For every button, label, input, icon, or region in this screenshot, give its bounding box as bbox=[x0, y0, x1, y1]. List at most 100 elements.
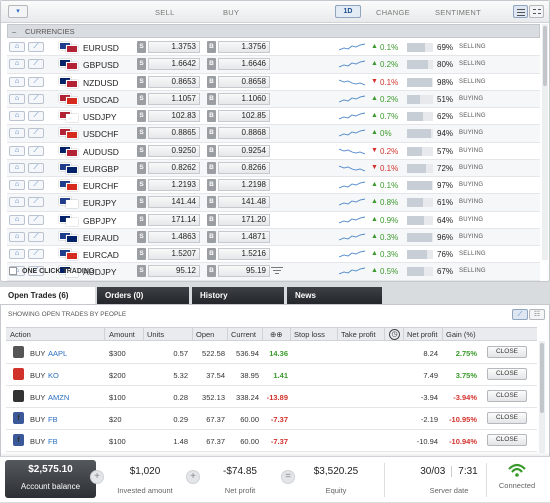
buy-button-tag[interactable]: B bbox=[207, 265, 216, 278]
sell-price[interactable]: 1.2193 bbox=[148, 179, 200, 191]
buy-price[interactable]: 95.19 bbox=[218, 265, 270, 278]
sell-button-tag[interactable]: S bbox=[137, 58, 146, 71]
buy-button-tag[interactable]: B bbox=[207, 144, 216, 157]
sell-button-tag[interactable]: S bbox=[137, 75, 146, 88]
period-selector[interactable]: 1D bbox=[335, 5, 361, 18]
trade-ticker[interactable]: FB bbox=[48, 437, 58, 446]
close-trade-button[interactable]: CLOSE bbox=[487, 368, 527, 380]
sell-button-tag[interactable]: S bbox=[137, 265, 146, 278]
buy-button-tag[interactable]: B bbox=[207, 127, 216, 140]
buy-button-tag[interactable]: B bbox=[207, 58, 216, 71]
one-click-checkbox[interactable] bbox=[9, 267, 17, 275]
instrument-row[interactable]: ⌂ ⟋ EURAUD S 1.4863 B 1.4871 ▲ 0.3% 96% BUYING bbox=[7, 228, 540, 246]
grid-view-button[interactable] bbox=[529, 5, 544, 18]
sell-button-tag[interactable]: S bbox=[137, 41, 146, 53]
sell-price[interactable]: 0.9250 bbox=[148, 144, 200, 157]
sell-price[interactable]: 1.1057 bbox=[148, 92, 200, 105]
sell-button-tag[interactable]: S bbox=[137, 196, 146, 209]
alert-button[interactable]: ⌂ bbox=[9, 145, 25, 156]
trade-ticker[interactable]: AAPL bbox=[48, 349, 68, 358]
close-trade-button[interactable]: CLOSE bbox=[487, 390, 527, 402]
filter-icon[interactable] bbox=[269, 265, 285, 276]
close-trade-button[interactable]: CLOSE bbox=[487, 412, 527, 424]
chart-button[interactable]: ⟋ bbox=[28, 180, 44, 190]
rates-scrollbar[interactable] bbox=[542, 24, 548, 260]
alert-button[interactable]: ⌂ bbox=[9, 180, 25, 190]
chart-button[interactable]: ⟋ bbox=[28, 111, 44, 121]
instrument-row[interactable]: ⌂ ⟋ AUDUSD S 0.9250 B 0.9254 ▼ 0.2% 57% BUYING bbox=[7, 143, 540, 160]
chart-button[interactable]: ⟋ bbox=[28, 42, 44, 52]
sell-price[interactable]: 102.83 bbox=[148, 110, 200, 122]
sell-price[interactable]: 1.6642 bbox=[148, 58, 200, 71]
alert-button[interactable]: ⌂ bbox=[9, 59, 25, 70]
sell-price[interactable]: 0.8865 bbox=[148, 127, 200, 140]
instrument-row[interactable]: ⌂ ⟋ USDCHF S 0.8865 B 0.8868 ▲ 0% 94% BUYING bbox=[7, 125, 540, 143]
buy-price[interactable]: 0.8266 bbox=[218, 161, 270, 174]
alert-button[interactable]: ⌂ bbox=[9, 111, 25, 121]
chart-button[interactable]: ⟋ bbox=[28, 145, 44, 156]
sell-button-tag[interactable]: S bbox=[137, 179, 146, 191]
buy-button-tag[interactable]: B bbox=[207, 110, 216, 122]
sell-button-tag[interactable]: S bbox=[137, 144, 146, 157]
alert-button[interactable]: ⌂ bbox=[9, 128, 25, 139]
sell-price[interactable]: 1.3753 bbox=[148, 41, 200, 53]
close-trade-button[interactable]: CLOSE bbox=[487, 434, 527, 446]
sell-price[interactable]: 141.44 bbox=[148, 196, 200, 209]
instrument-row[interactable]: ⌂ ⟋ EURJPY S 141.44 B 141.48 ▲ 0.8% 61% BUYING bbox=[7, 194, 540, 212]
sell-button-tag[interactable]: S bbox=[137, 161, 146, 174]
buy-button-tag[interactable]: B bbox=[207, 196, 216, 209]
buy-button-tag[interactable]: B bbox=[207, 75, 216, 88]
tab-orders[interactable]: Orders (0) bbox=[97, 287, 189, 304]
instrument-row[interactable]: ⌂ ⟋ EURUSD S 1.3753 B 1.3756 ▲ 0.1% 69% SELLING bbox=[7, 39, 540, 57]
buy-price[interactable]: 171.20 bbox=[218, 213, 270, 226]
instrument-row[interactable]: ⌂ ⟋ NZDUSD S 0.8653 B 0.8658 ▼ 0.1% 98% SELLING bbox=[7, 74, 540, 91]
buy-button-tag[interactable]: B bbox=[207, 248, 216, 260]
sell-price[interactable]: 1.4863 bbox=[148, 230, 200, 243]
buy-price[interactable]: 0.9254 bbox=[218, 144, 270, 157]
chart-button[interactable]: ⟋ bbox=[28, 231, 44, 242]
trade-ticker[interactable]: FB bbox=[48, 415, 58, 424]
buy-price[interactable]: 0.8658 bbox=[218, 75, 270, 88]
buy-price[interactable]: 1.1060 bbox=[218, 92, 270, 105]
instrument-row[interactable]: ⌂ ⟋ GBPUSD S 1.6642 B 1.6646 ▲ 0.2% 80% SELLING bbox=[7, 56, 540, 74]
sell-button-tag[interactable]: S bbox=[137, 127, 146, 140]
chart-button[interactable]: ⟋ bbox=[28, 128, 44, 139]
tab-news[interactable]: News bbox=[287, 287, 382, 304]
sell-price[interactable]: 0.8653 bbox=[148, 75, 200, 88]
buy-price[interactable]: 1.6646 bbox=[218, 58, 270, 71]
trade-row[interactable]: a BUY AMZN $100 0.28 352.13 338.24 -13.89 -3.94 -… bbox=[6, 386, 537, 408]
buy-price[interactable]: 0.8868 bbox=[218, 127, 270, 140]
chart-button[interactable]: ⟋ bbox=[28, 76, 44, 87]
tab-open-trades[interactable]: Open Trades (6) bbox=[0, 287, 95, 304]
buy-price[interactable]: 1.3756 bbox=[218, 41, 270, 53]
alert-button[interactable]: ⌂ bbox=[9, 214, 25, 225]
sell-price[interactable]: 171.14 bbox=[148, 213, 200, 226]
chart-button[interactable]: ⟋ bbox=[28, 249, 44, 259]
close-trade-button[interactable]: CLOSE bbox=[487, 346, 527, 358]
people-view-button[interactable]: ☷ bbox=[529, 309, 545, 320]
sell-button-tag[interactable]: S bbox=[137, 248, 146, 260]
alert-button[interactable]: ⌂ bbox=[9, 93, 25, 104]
instrument-row[interactable]: ⌂ ⟋ EURCAD S 1.5207 B 1.5216 ▲ 0.3% 76% SELLING bbox=[7, 246, 540, 264]
trade-row[interactable]: f BUY FB $20 0.29 67.37 60.00 -7.37 -2.19 -10.95%… bbox=[6, 408, 537, 430]
trade-row[interactable]: BUY AAPL $300 0.57 522.58 536.94 14.36 8.24 2.75… bbox=[6, 342, 537, 364]
chart-button[interactable]: ⟋ bbox=[28, 59, 44, 70]
chart-button[interactable]: ⟋ bbox=[28, 197, 44, 208]
chart-button[interactable]: ⟋ bbox=[28, 93, 44, 104]
currencies-group-header[interactable]: – CURRENCIES bbox=[7, 24, 540, 38]
buy-price[interactable]: 102.85 bbox=[218, 110, 270, 122]
buy-button-tag[interactable]: B bbox=[207, 230, 216, 243]
alert-button[interactable]: ⌂ bbox=[9, 162, 25, 173]
instrument-row[interactable]: ⌂ ⟋ USDJPY S 102.83 B 102.85 ▲ 0.7% 62% SELLING bbox=[7, 108, 540, 126]
tab-history[interactable]: History bbox=[192, 287, 284, 304]
chart-button[interactable]: ⟋ bbox=[28, 214, 44, 225]
alert-button[interactable]: ⌂ bbox=[9, 76, 25, 87]
instrument-row[interactable]: ⌂ ⟋ EURGBP S 0.8262 B 0.8266 ▼ 0.1% 72% BUYING bbox=[7, 159, 540, 177]
buy-price[interactable]: 1.4871 bbox=[218, 230, 270, 243]
chart-view-button[interactable]: ⟋ bbox=[512, 309, 528, 320]
buy-button-tag[interactable]: B bbox=[207, 92, 216, 105]
instrument-row[interactable]: ⌂ ⟋ EURCHF S 1.2193 B 1.2198 ▲ 0.1% 97% BUYING bbox=[7, 177, 540, 195]
sell-price[interactable]: 1.5207 bbox=[148, 248, 200, 260]
alert-button[interactable]: ⌂ bbox=[9, 197, 25, 208]
